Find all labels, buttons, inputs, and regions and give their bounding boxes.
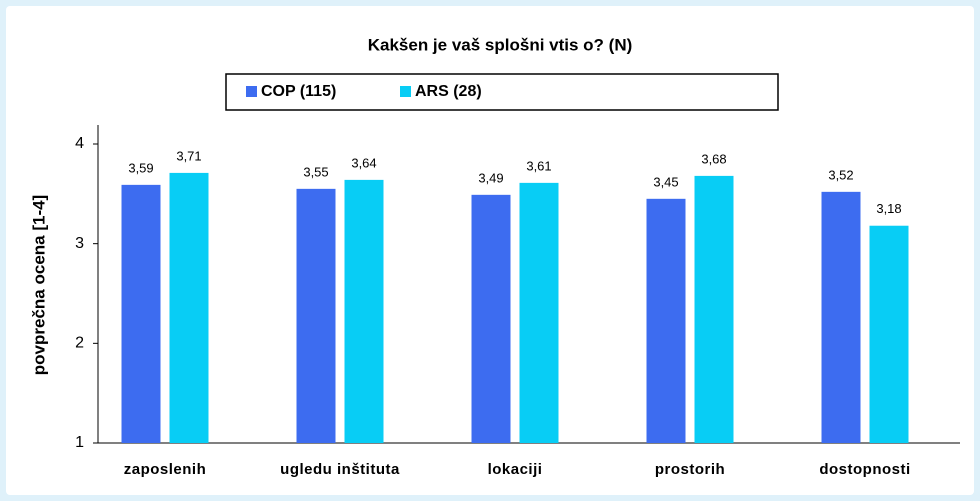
bar	[169, 172, 209, 444]
legend-label: COP (115)	[261, 83, 336, 100]
bar	[344, 179, 384, 443]
bar	[821, 191, 861, 443]
x-tick-label: lokaciji	[488, 461, 543, 478]
bar	[296, 188, 336, 443]
data-label: 3,71	[176, 148, 201, 163]
bar	[694, 175, 734, 444]
x-tick-label: ugledu inštituta	[280, 461, 400, 478]
bar	[646, 198, 686, 443]
y-axis-label: povprečna ocena [1-4]	[29, 195, 48, 375]
legend-label: ARS (28)	[415, 83, 482, 100]
data-label: 3,55	[303, 164, 328, 179]
data-label: 3,45	[653, 174, 678, 189]
legend-swatch	[246, 86, 257, 97]
bar	[471, 194, 511, 443]
data-label: 3,59	[128, 160, 153, 175]
legend-swatch	[400, 86, 411, 97]
data-label: 3,18	[876, 201, 901, 216]
x-tick-label: prostorih	[655, 461, 725, 478]
legend	[225, 73, 779, 111]
data-label: 3,61	[526, 158, 551, 173]
y-tick-label: 1	[75, 434, 84, 451]
data-label: 3,64	[351, 155, 376, 170]
y-tick-label: 4	[75, 135, 84, 152]
bar	[869, 225, 909, 443]
bar	[121, 184, 161, 443]
data-label: 3,68	[701, 151, 726, 166]
data-label: 3,49	[478, 170, 503, 185]
chart-title: Kakšen je vaš splošni vtis o? (N)	[368, 35, 633, 54]
y-tick-label: 3	[75, 235, 84, 252]
x-tick-label: zaposlenih	[124, 461, 207, 478]
data-label: 3,52	[828, 167, 853, 182]
y-tick-label: 2	[75, 335, 84, 352]
x-tick-label: dostopnosti	[819, 461, 910, 478]
bar	[519, 182, 559, 443]
